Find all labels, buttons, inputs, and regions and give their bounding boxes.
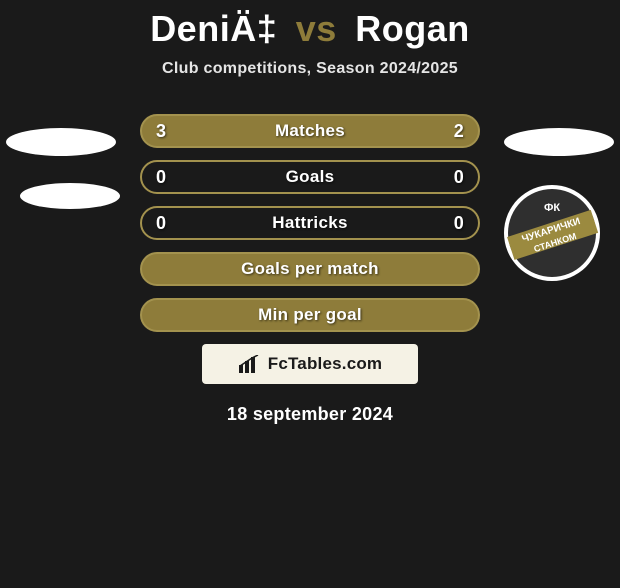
stat-row-hattricks: 0 Hattricks 0 xyxy=(140,206,480,240)
page-title: DeniÄ‡ vs Rogan xyxy=(0,8,620,50)
stat-row-min-per-goal: Min per goal xyxy=(140,298,480,332)
date-text: 18 september 2024 xyxy=(0,404,620,425)
stat-left-value: 3 xyxy=(156,121,166,142)
subtitle: Club competitions, Season 2024/2025 xyxy=(0,60,620,78)
stat-label: Goals per match xyxy=(241,259,379,279)
stat-label: Goals xyxy=(286,167,335,187)
stat-row-matches: 3 Matches 2 xyxy=(140,114,480,148)
player1-name: DeniÄ‡ xyxy=(150,8,277,49)
player2-name: Rogan xyxy=(355,8,470,49)
footer-brand-badge: FcTables.com xyxy=(202,344,418,384)
stat-label: Hattricks xyxy=(272,213,347,233)
stat-label: Min per goal xyxy=(258,305,362,325)
stat-row-goals: 0 Goals 0 xyxy=(140,160,480,194)
stat-right-value: 0 xyxy=(454,213,464,234)
stat-label: Matches xyxy=(275,121,345,141)
stat-right-value: 2 xyxy=(454,121,464,142)
stat-left-value: 0 xyxy=(156,167,166,188)
footer-brand-text: FcTables.com xyxy=(268,354,383,374)
vs-separator: vs xyxy=(296,8,337,49)
stat-row-goals-per-match: Goals per match xyxy=(140,252,480,286)
stats-list: 3 Matches 2 0 Goals 0 0 Hattricks 0 Goals per mat… xyxy=(0,114,620,332)
bar-chart-icon xyxy=(238,355,262,373)
stat-right-value: 0 xyxy=(454,167,464,188)
stat-left-value: 0 xyxy=(156,213,166,234)
